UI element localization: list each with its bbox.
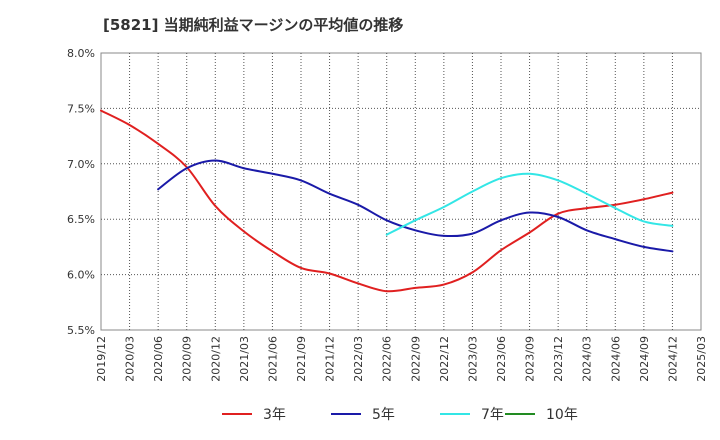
- legend-label-3: 10年: [546, 407, 578, 423]
- x-tick-label: 2022/12: [438, 336, 451, 382]
- series-line-0: [100, 109, 674, 293]
- x-tick-label: 2024/09: [638, 336, 651, 382]
- x-tick-label: 2024/06: [609, 336, 622, 382]
- x-tick-label: 2023/09: [524, 336, 537, 382]
- y-tick-label: 7.5%: [67, 102, 95, 115]
- x-tick-label: 2022/09: [409, 336, 422, 382]
- y-tick-label: 8.0%: [67, 47, 95, 60]
- y-tick-label: 6.5%: [67, 213, 95, 226]
- x-tick-label: 2020/09: [181, 336, 194, 382]
- x-tick-label: 2023/03: [466, 336, 479, 382]
- x-tick-label: 2021/06: [266, 336, 279, 382]
- y-tick-label: 7.0%: [67, 158, 95, 171]
- x-tick-label: 2021/12: [324, 336, 337, 382]
- legend-label-0: 3年: [263, 407, 286, 423]
- x-tick-label: 2023/12: [552, 336, 565, 382]
- x-tick-label: 2025/03: [695, 336, 708, 382]
- plot-area: [100, 52, 702, 331]
- chart-title: [5821] 当期純利益マージンの平均値の推移: [103, 16, 404, 34]
- x-tick-label: 2020/06: [152, 336, 165, 382]
- x-tick-label: 2019/12: [95, 336, 108, 382]
- y-tick-label: 5.5%: [67, 324, 95, 337]
- x-tick-label: 2023/06: [495, 336, 508, 382]
- y-tick-label: 6.0%: [67, 269, 95, 282]
- x-tick-label: 2022/06: [381, 336, 394, 382]
- legend-label-1: 5年: [372, 407, 395, 423]
- x-tick-label: 2021/03: [238, 336, 251, 382]
- x-tick-label: 2021/09: [295, 336, 308, 382]
- x-tick-label: 2024/03: [581, 336, 594, 382]
- x-tick-label: 2020/12: [209, 336, 222, 382]
- series-line-1: [157, 159, 674, 253]
- x-tick-label: 2024/12: [666, 336, 679, 382]
- legend-label-2: 7年: [481, 407, 504, 423]
- x-tick-label: 2020/03: [124, 336, 137, 382]
- series-line-2: [385, 172, 674, 236]
- x-tick-label: 2022/03: [352, 336, 365, 382]
